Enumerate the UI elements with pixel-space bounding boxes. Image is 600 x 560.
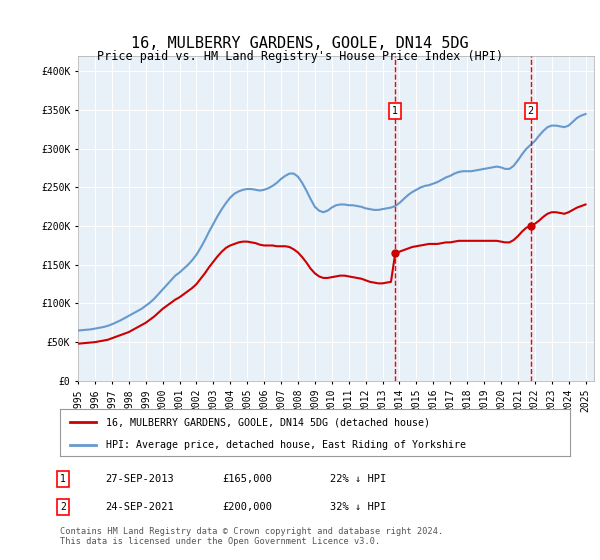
Text: 1: 1 [392, 106, 398, 116]
Text: 16, MULBERRY GARDENS, GOOLE, DN14 5DG: 16, MULBERRY GARDENS, GOOLE, DN14 5DG [131, 36, 469, 52]
Text: £200,000: £200,000 [222, 502, 272, 512]
Text: 16, MULBERRY GARDENS, GOOLE, DN14 5DG (detached house): 16, MULBERRY GARDENS, GOOLE, DN14 5DG (d… [106, 417, 430, 427]
Text: 32% ↓ HPI: 32% ↓ HPI [330, 502, 386, 512]
Text: 24-SEP-2021: 24-SEP-2021 [105, 502, 174, 512]
Text: HPI: Average price, detached house, East Riding of Yorkshire: HPI: Average price, detached house, East… [106, 440, 466, 450]
Text: 1: 1 [60, 474, 66, 484]
Text: 22% ↓ HPI: 22% ↓ HPI [330, 474, 386, 484]
Text: 2: 2 [60, 502, 66, 512]
Text: £165,000: £165,000 [222, 474, 272, 484]
Text: Price paid vs. HM Land Registry's House Price Index (HPI): Price paid vs. HM Land Registry's House … [97, 50, 503, 63]
Text: 27-SEP-2013: 27-SEP-2013 [105, 474, 174, 484]
Text: Contains HM Land Registry data © Crown copyright and database right 2024.
This d: Contains HM Land Registry data © Crown c… [60, 526, 443, 546]
Text: 2: 2 [527, 106, 533, 116]
